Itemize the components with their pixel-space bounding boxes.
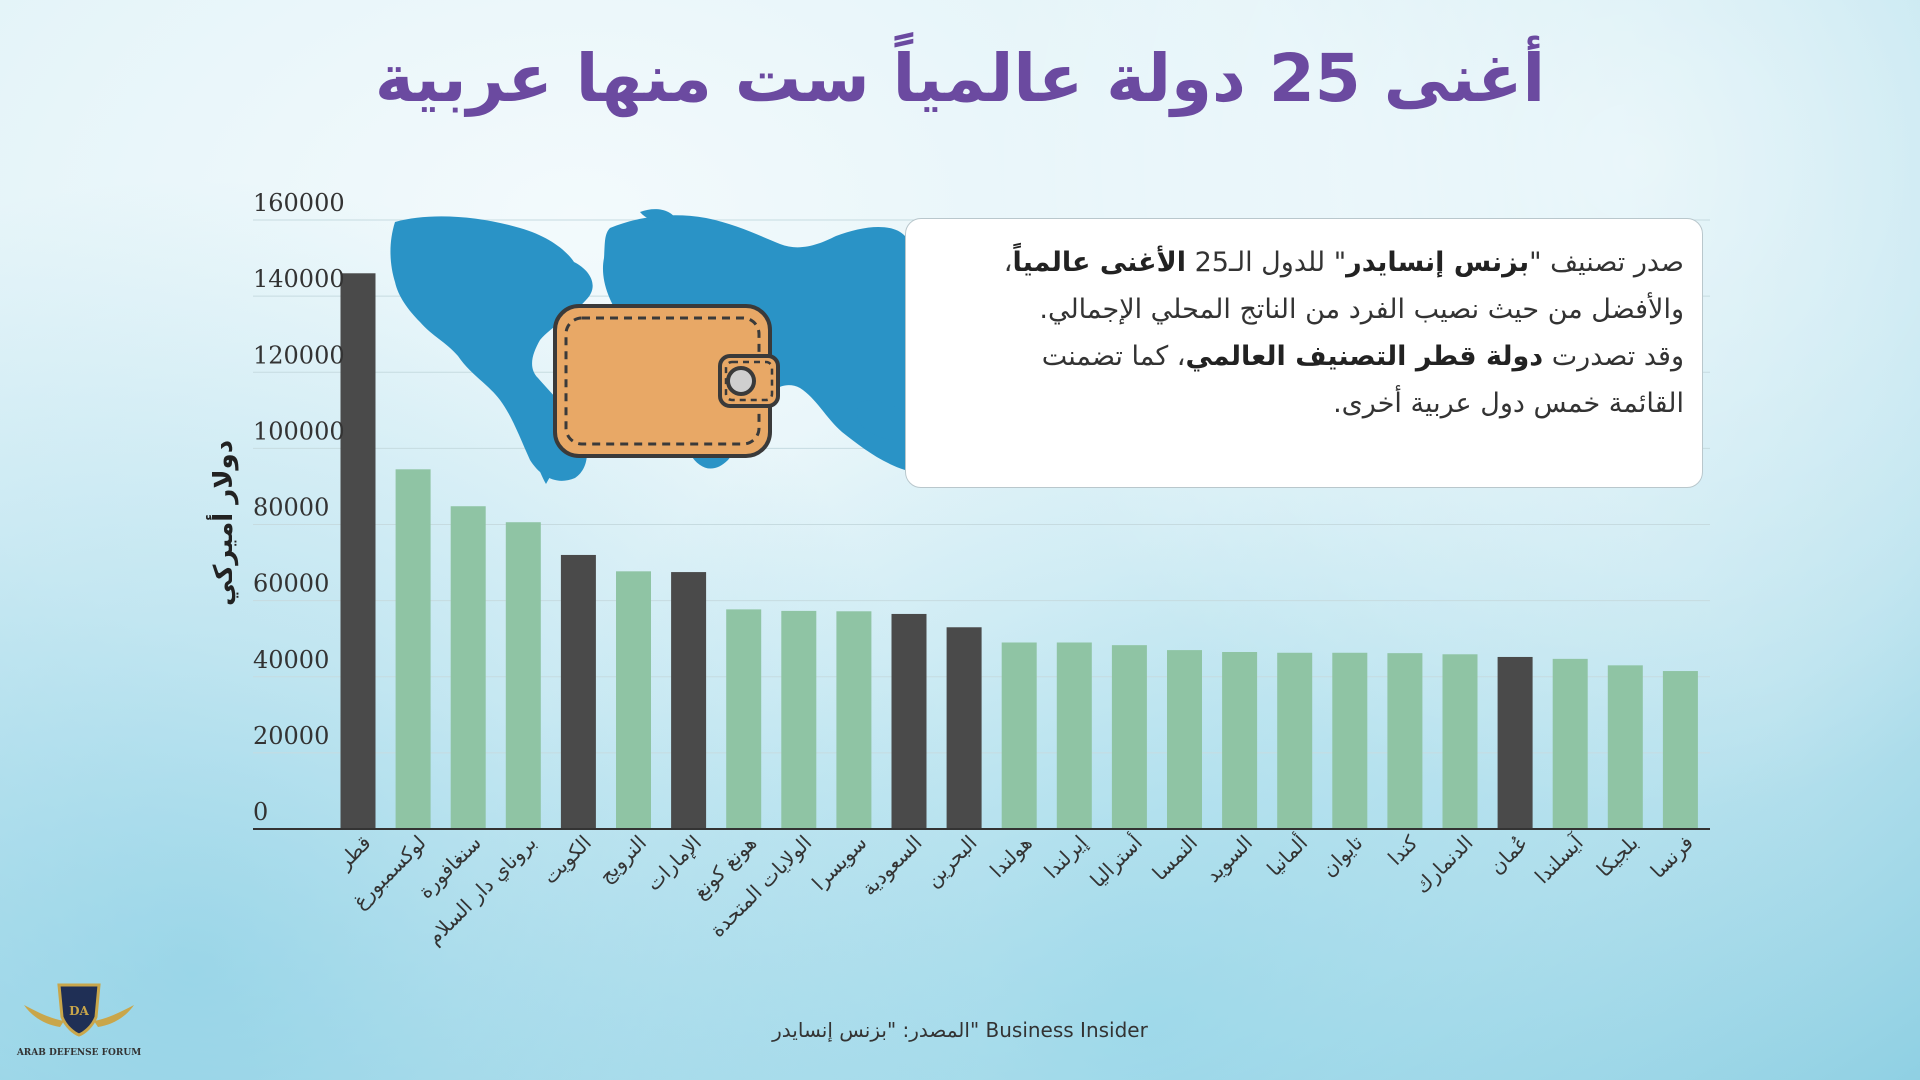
bars (340, 273, 1698, 830)
bar (1001, 642, 1037, 829)
x-tick-label: قطر (332, 831, 376, 875)
bar (836, 611, 872, 829)
bar (1442, 654, 1478, 829)
bar (1167, 650, 1202, 829)
y-tick-label: 20000 (253, 722, 329, 750)
info-line-4: القائمة خمس دول عربية أخرى. (1333, 388, 1684, 419)
y-tick-label: 40000 (253, 646, 329, 674)
x-tick-label: الكويت (538, 831, 596, 889)
x-tick-label: السعودية (857, 831, 927, 901)
x-tick-label: عُمان (1484, 831, 1532, 879)
bar (616, 571, 651, 829)
x-tick-label: البحرين (921, 831, 982, 892)
wallet-icon (553, 304, 780, 458)
page-title: أغنى 25 دولة عالمياً ست منها عربية (374, 40, 1546, 117)
bar (340, 273, 376, 830)
bar (395, 469, 431, 829)
y-tick-label: 80000 (253, 494, 329, 522)
y-tick-label: 160000 (253, 189, 345, 217)
bar (1662, 671, 1698, 829)
x-tick-label: ألمانيا (1261, 830, 1312, 881)
bar (450, 506, 486, 829)
bar (1497, 656, 1533, 829)
info-line-3: وقد تصدرت دولة قطر التصنيف العالمي، كما … (1041, 341, 1684, 372)
y-tick-labels: 0 20000 40000 60000 80000 100000 120000 140000 1… (253, 189, 345, 826)
bar (1387, 653, 1423, 829)
bar (1277, 652, 1313, 829)
bar (1111, 645, 1147, 829)
bar (781, 610, 817, 829)
forum-logo-icon: DA ARAB DEFENSE FORUM (16, 983, 141, 1058)
y-tick-label: 100000 (253, 417, 345, 445)
bar (1552, 658, 1588, 829)
y-tick-label: 140000 (253, 265, 345, 293)
bar (671, 572, 707, 829)
y-tick-label: 0 (253, 798, 268, 826)
bar (560, 554, 596, 829)
x-tick-label: كندا (1383, 830, 1423, 870)
logo-text: ARAB DEFENSE FORUM (16, 1048, 141, 1058)
bar (505, 522, 541, 829)
x-tick-label: هولندا (985, 831, 1037, 883)
bar (891, 613, 927, 829)
y-tick-label: 60000 (253, 570, 329, 598)
x-tick-label: فرنسا (1646, 831, 1698, 883)
bar (726, 609, 762, 829)
x-tick-label: بلجيكا (1592, 831, 1643, 882)
svg-text:DA: DA (69, 1004, 89, 1018)
info-box: صدر تصنيف "بزنس إنسايدر" للدول الـ25 الأ… (905, 218, 1703, 488)
x-tick-label: أستراليا (1085, 830, 1147, 892)
x-tick-label: الدنمارك (1410, 831, 1478, 899)
bar (1056, 642, 1092, 829)
info-line-2: والأفضل من حيث نصيب الفرد من الناتج المح… (1039, 294, 1684, 325)
x-tick-label: السويد (1201, 831, 1257, 887)
y-axis-label: دولار أميركي (206, 440, 239, 606)
bar (1332, 652, 1368, 829)
bar (1607, 665, 1643, 829)
x-tick-label: النمسا (1147, 831, 1202, 886)
bar (946, 627, 982, 829)
bar (1222, 652, 1258, 829)
source-note: المصدر: "بزنس إنسايدر" Business Insider (772, 1018, 1148, 1042)
info-line-1: صدر تصنيف "بزنس إنسايدر" للدول الـ25 الأ… (1003, 247, 1684, 278)
y-tick-label: 120000 (253, 341, 345, 369)
x-tick-label: آيسلندا (1529, 829, 1588, 888)
x-tick-label: تايوان (1317, 831, 1368, 882)
